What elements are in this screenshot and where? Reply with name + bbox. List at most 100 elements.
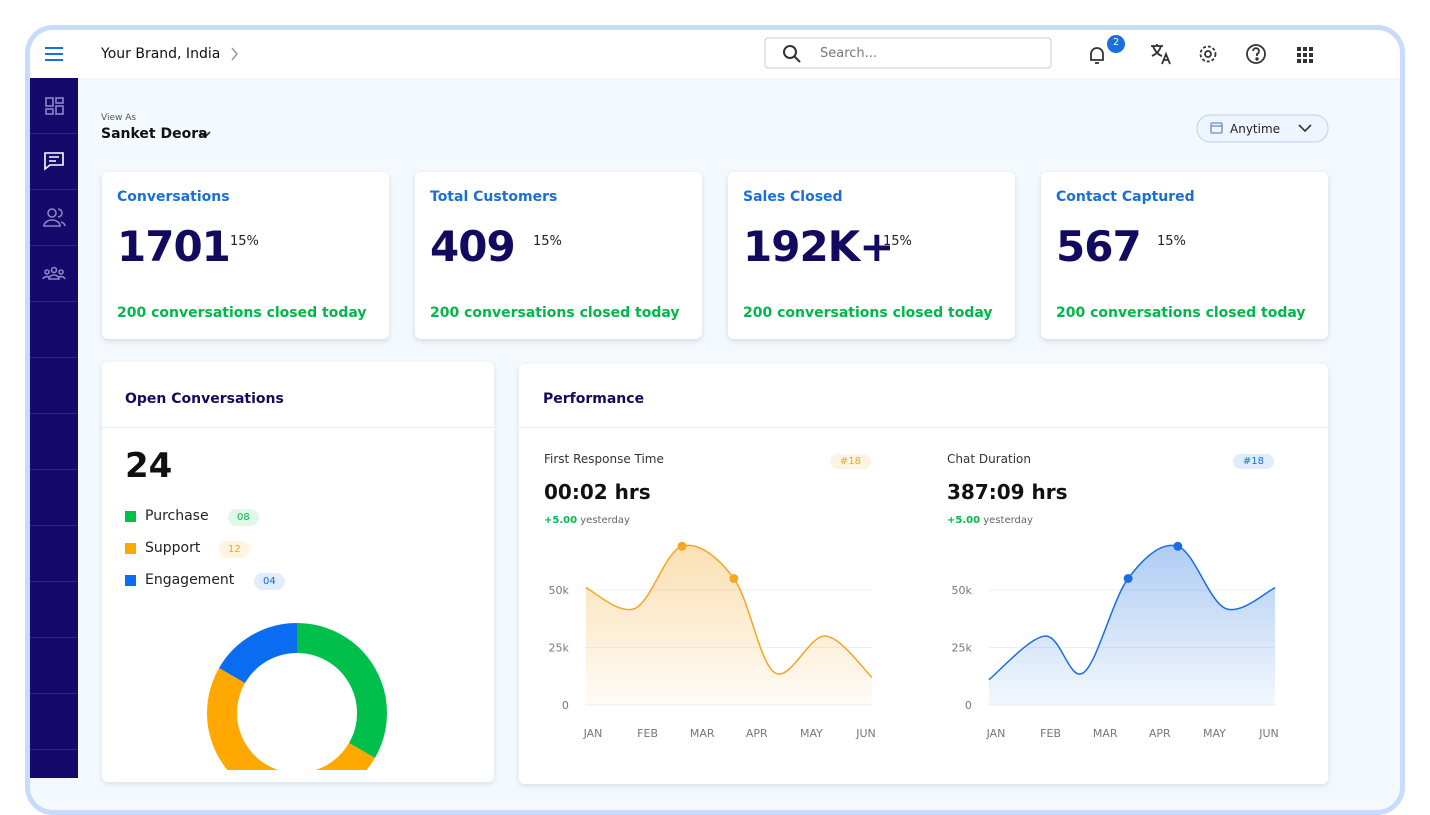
legend-count: 04 xyxy=(254,573,285,590)
footer-text: 200 conversations closed xyxy=(117,305,318,321)
panel-title: Performance xyxy=(543,391,645,407)
x-tick-label: FEB xyxy=(637,727,658,740)
view-as-label: View As xyxy=(101,113,137,123)
help-icon[interactable] xyxy=(1246,44,1266,64)
donut-segment xyxy=(207,668,375,770)
apps-icon[interactable] xyxy=(1297,47,1313,63)
open-conversations-panel xyxy=(102,362,494,782)
legend-swatch xyxy=(125,511,136,522)
card-value: 1701 xyxy=(117,222,231,271)
search-icon xyxy=(783,45,801,63)
view-as-name[interactable]: Sanket Deora xyxy=(101,126,208,142)
chart-value: 00:02 hrs xyxy=(544,480,651,504)
x-tick-label: JAN xyxy=(583,727,603,740)
card-footer: 200 conversations closed today xyxy=(743,305,993,321)
kpi-card xyxy=(415,172,702,339)
calendar-icon xyxy=(1210,122,1223,134)
y-tick-label: 0 xyxy=(562,699,569,712)
x-tick-label: JUN xyxy=(855,727,876,740)
bell-icon[interactable] xyxy=(1090,47,1104,64)
delta-label: yesterday xyxy=(983,515,1033,526)
date-filter[interactable] xyxy=(1196,114,1329,143)
card-title: Contact Captured xyxy=(1056,189,1195,205)
menu-icon[interactable] xyxy=(45,47,63,61)
legend-label: Support xyxy=(145,540,201,556)
card-change: 15% xyxy=(533,234,562,249)
card-change: 15% xyxy=(1157,234,1186,249)
point-marker xyxy=(1173,541,1183,551)
divider xyxy=(519,427,1328,428)
legend-label: Purchase xyxy=(145,508,209,524)
card-footer: 200 conversations closed today xyxy=(1056,305,1306,321)
area xyxy=(988,545,1276,705)
legend-swatch xyxy=(125,575,136,586)
x-tick-label: MAY xyxy=(800,727,823,740)
donut-segment xyxy=(296,623,387,758)
sidebar-icons[interactable] xyxy=(42,97,66,280)
donut-segment xyxy=(219,623,298,684)
page: Your Brand, India Search... 2 View As Sa… xyxy=(25,25,1405,815)
chart-title: Chat Duration xyxy=(947,452,1031,466)
area xyxy=(585,545,873,705)
footer-text: 200 conversations closed xyxy=(743,305,944,321)
date-filter-label[interactable]: Anytime xyxy=(1230,122,1281,136)
brand: Your Brand, India xyxy=(101,46,221,62)
x-tick-label: MAY xyxy=(1203,727,1226,740)
footer-highlight: today xyxy=(1261,305,1306,321)
translate-icon[interactable] xyxy=(1151,44,1171,65)
delta-label: yesterday xyxy=(580,515,630,526)
card-footer: 200 conversations closed today xyxy=(430,305,680,321)
point-marker xyxy=(1123,574,1133,583)
chart-value: 387:09 hrs xyxy=(947,480,1068,504)
chart-delta: +5.00 yesterday xyxy=(544,515,630,526)
dropdown-chevron xyxy=(199,131,211,139)
card-title: Sales Closed xyxy=(743,189,843,205)
kpi-card xyxy=(728,172,1015,339)
footer-text: 200 conversations closed xyxy=(1056,305,1257,321)
x-tick-label: MAR xyxy=(690,727,715,740)
notification-count: 2 xyxy=(1112,37,1120,48)
search-box[interactable] xyxy=(764,37,1052,69)
chart-badge: #18 xyxy=(1232,454,1274,469)
chart-badge: #18 xyxy=(829,454,871,469)
dropdown-chevron xyxy=(1298,124,1312,133)
y-tick-label: 50k xyxy=(549,584,570,597)
x-tick-label: JUN xyxy=(1258,727,1279,740)
chart-delta: +5.00 yesterday xyxy=(947,515,1033,526)
icons xyxy=(42,35,1329,280)
settings-icon[interactable] xyxy=(1199,45,1217,63)
sidebar xyxy=(30,78,78,778)
x-tick-label: APR xyxy=(746,727,768,740)
x-tick-label: JAN xyxy=(986,727,1006,740)
y-tick-label: 0 xyxy=(965,699,972,712)
x-tick-label: FEB xyxy=(1040,727,1061,740)
x-tick-label: MAR xyxy=(1093,727,1118,740)
kpi-card xyxy=(1041,172,1328,339)
legend-count: 12 xyxy=(219,541,250,558)
search-placeholder: Search... xyxy=(820,46,878,61)
top-bar xyxy=(30,30,1400,78)
legend-label: Engagement xyxy=(145,572,235,588)
legend-swatch xyxy=(125,543,136,554)
legend-count: 08 xyxy=(228,509,259,526)
point-marker xyxy=(729,574,739,583)
card-value: 409 xyxy=(430,222,516,271)
footer-highlight: today xyxy=(948,305,993,321)
card-title: Total Customers xyxy=(430,189,558,205)
footer-highlight: today xyxy=(635,305,680,321)
charts: 0 25k 50k JAN FEB MAR APR MAY JUN 0 25k 50k JAN FEB MA… xyxy=(207,236,1279,770)
x-tick-label: APR xyxy=(1149,727,1171,740)
y-tick-label: 25k xyxy=(952,642,973,655)
notification-badge xyxy=(1107,35,1125,53)
card-change: 15% xyxy=(883,234,912,249)
delta-value: +5.00 xyxy=(544,515,578,526)
divider xyxy=(102,427,494,428)
open-total: 24 xyxy=(125,446,173,486)
point-marker xyxy=(677,541,687,551)
chart-title: First Response Time xyxy=(544,452,664,466)
y-tick-label: 50k xyxy=(952,584,973,597)
card-value: 192K+ xyxy=(743,222,894,271)
kpi-card xyxy=(102,172,389,339)
card-footer: 200 conversations closed today xyxy=(117,305,367,321)
y-tick-label: 25k xyxy=(549,642,570,655)
